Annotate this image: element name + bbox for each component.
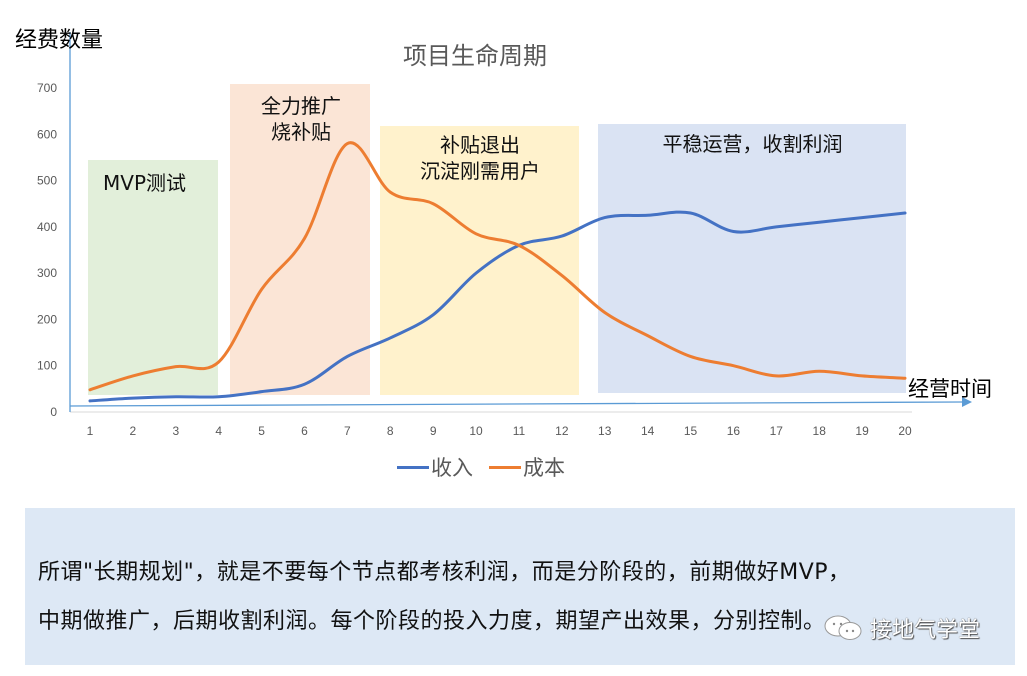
x-axis-arrowhead <box>962 397 972 407</box>
band-label-text: 全力推广 <box>261 94 341 118</box>
band-label-mvp: MVP测试 <box>103 170 186 196</box>
stage-band <box>230 84 370 395</box>
band-label-text: MVP测试 <box>103 171 186 195</box>
y-tick-label: 100 <box>37 359 57 373</box>
x-tick-label: 4 <box>215 424 222 438</box>
x-tick-label: 5 <box>258 424 265 438</box>
note-line-1: 所谓"长期规划"，就是不要每个节点都考核利润，而是分阶段的，前期做好MVP， <box>38 560 851 585</box>
x-tick-label: 10 <box>469 424 483 438</box>
x-axis-title: 经营时间 <box>908 377 992 401</box>
x-axis-arrow <box>69 401 963 407</box>
y-tick-label: 300 <box>37 266 57 280</box>
stage-bands <box>88 84 906 395</box>
x-tick-label: 11 <box>513 424 526 438</box>
legend-label: 收入 <box>431 456 473 480</box>
legend-swatch-revenue <box>397 465 429 469</box>
x-tick-label: 15 <box>684 424 698 438</box>
watermark-text: 接地气学堂 <box>870 618 981 643</box>
band-label-text: 平稳运营，收割利润 <box>662 132 843 156</box>
legend-item-cost: 成本 <box>489 452 565 482</box>
series-line-cost <box>88 141 907 392</box>
legend-label: 成本 <box>523 456 565 480</box>
x-tick-label: 12 <box>555 424 569 438</box>
x-tick-label: 14 <box>641 424 655 438</box>
note-line-2: 中期做推广，后期收割利润。每个阶段的投入力度，期望产出效果，分别控制。 <box>38 609 826 634</box>
stage-band <box>88 160 218 395</box>
x-tick-label: 6 <box>301 424 308 438</box>
x-tick-label: 17 <box>770 424 784 438</box>
x-tick-label: 8 <box>387 424 394 438</box>
stage-band <box>598 124 906 393</box>
band-label-text: 沉淀刚需用户 <box>420 159 540 183</box>
legend-swatch-cost <box>489 465 521 469</box>
x-tick-label: 7 <box>344 424 351 438</box>
y-tick-label: 700 <box>37 81 57 95</box>
series-line-revenue <box>88 210 907 403</box>
x-tick-label: 9 <box>430 424 437 438</box>
x-tick-label: 18 <box>813 424 827 438</box>
y-axis-ticks: 0 100 200 300 400 500 600 700 <box>37 81 57 419</box>
y-tick-label: 600 <box>37 127 57 141</box>
y-axis-title: 经费数量 <box>15 28 104 53</box>
x-tick-label: 19 <box>855 424 869 438</box>
band-label-subsidy-exit: 补贴退出 沉淀刚需用户 <box>382 132 578 184</box>
y-tick-label: 200 <box>37 312 57 326</box>
y-tick-label: 0 <box>50 405 57 419</box>
stage-band <box>380 126 579 395</box>
chart-title: 项目生命周期 <box>403 42 547 70</box>
band-label-text: 补贴退出 <box>440 133 520 157</box>
band-label-stable: 平稳运营，收割利润 <box>600 131 905 157</box>
band-label-promotion: 全力推广 烧补贴 <box>232 93 370 145</box>
x-axis-ticks: 1 2 3 4 5 6 7 8 9 10 11 12 13 14 15 16 17 18 19 20 <box>87 424 912 438</box>
y-tick-label: 500 <box>37 174 57 188</box>
x-tick-label: 2 <box>130 424 137 438</box>
x-tick-label: 16 <box>727 424 741 438</box>
chart-legend: 收入 成本 <box>397 452 575 482</box>
band-label-text: 烧补贴 <box>271 120 331 144</box>
x-tick-label: 1 <box>87 424 94 438</box>
explanation-note: 所谓"长期规划"，就是不要每个节点都考核利润，而是分阶段的，前期做好MVP， 中… <box>25 508 1015 665</box>
x-tick-label: 20 <box>898 424 912 438</box>
y-tick-label: 400 <box>37 220 57 234</box>
legend-item-revenue: 收入 <box>397 452 473 482</box>
series-lines <box>88 141 907 403</box>
wechat-icon <box>824 615 862 640</box>
watermark: 接地气学堂 <box>822 612 980 644</box>
x-tick-label: 3 <box>172 424 179 438</box>
x-tick-label: 13 <box>598 424 612 438</box>
